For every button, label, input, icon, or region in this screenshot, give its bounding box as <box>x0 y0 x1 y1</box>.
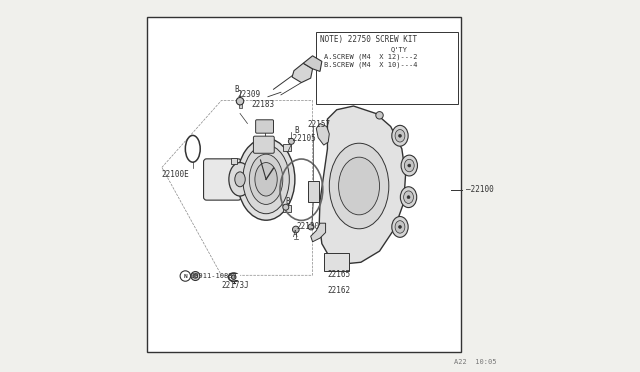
Text: 22309: 22309 <box>237 90 260 99</box>
Circle shape <box>399 225 401 228</box>
Text: Q'TY: Q'TY <box>390 46 408 52</box>
Ellipse shape <box>250 154 283 205</box>
Text: —22105: —22105 <box>287 134 316 143</box>
Polygon shape <box>303 56 322 71</box>
Polygon shape <box>319 106 406 264</box>
Text: 22157: 22157 <box>308 120 331 129</box>
Ellipse shape <box>330 143 389 229</box>
Circle shape <box>289 138 294 144</box>
Text: A: A <box>292 230 297 239</box>
Text: 22173J: 22173J <box>221 281 249 290</box>
Circle shape <box>236 97 244 105</box>
Bar <box>236 274 240 280</box>
Polygon shape <box>310 223 326 242</box>
Text: 22130: 22130 <box>297 222 320 231</box>
Ellipse shape <box>229 163 251 196</box>
Text: B: B <box>234 85 239 94</box>
FancyBboxPatch shape <box>253 136 275 153</box>
Ellipse shape <box>255 163 277 196</box>
Ellipse shape <box>401 155 417 176</box>
Text: 08911-10837: 08911-10837 <box>191 273 237 279</box>
Text: 22183: 22183 <box>251 100 275 109</box>
Circle shape <box>193 274 198 278</box>
Circle shape <box>399 134 401 137</box>
Ellipse shape <box>392 125 408 146</box>
Ellipse shape <box>339 157 380 215</box>
Text: A.SCREW (M4  X 12)---2: A.SCREW (M4 X 12)---2 <box>324 54 417 60</box>
Ellipse shape <box>401 187 417 208</box>
Circle shape <box>232 275 236 279</box>
Text: B.SCREW (M4  X 10)---4: B.SCREW (M4 X 10)---4 <box>324 62 417 68</box>
FancyBboxPatch shape <box>255 120 273 133</box>
Ellipse shape <box>404 191 413 203</box>
Text: NOTE) 22750 SCREW KIT: NOTE) 22750 SCREW KIT <box>320 35 417 44</box>
Polygon shape <box>292 63 312 83</box>
Bar <box>308 181 319 202</box>
Circle shape <box>191 272 200 280</box>
Text: 22162: 22162 <box>328 286 351 295</box>
Ellipse shape <box>395 221 405 233</box>
Bar <box>239 101 241 108</box>
Circle shape <box>407 196 410 199</box>
Text: N: N <box>184 273 188 279</box>
Circle shape <box>283 204 289 210</box>
Text: —22100: —22100 <box>466 185 493 194</box>
Bar <box>147 17 461 352</box>
Text: B: B <box>286 197 291 206</box>
Circle shape <box>376 112 383 119</box>
Ellipse shape <box>237 138 295 220</box>
Ellipse shape <box>392 217 408 237</box>
Bar <box>324 253 349 271</box>
Ellipse shape <box>243 145 289 214</box>
Ellipse shape <box>395 129 405 142</box>
Ellipse shape <box>235 172 245 187</box>
Ellipse shape <box>404 159 414 172</box>
Circle shape <box>408 164 411 167</box>
Bar <box>316 32 458 104</box>
Bar <box>283 205 291 212</box>
FancyBboxPatch shape <box>204 159 241 200</box>
Circle shape <box>180 271 191 281</box>
Text: 22100E: 22100E <box>162 170 189 179</box>
Circle shape <box>308 224 314 230</box>
Polygon shape <box>316 124 330 145</box>
Circle shape <box>292 226 299 233</box>
Text: B: B <box>294 126 299 135</box>
Text: A22  10:05: A22 10:05 <box>454 359 497 365</box>
Bar <box>231 158 237 164</box>
Text: 22165: 22165 <box>328 270 351 279</box>
Bar <box>283 144 291 151</box>
